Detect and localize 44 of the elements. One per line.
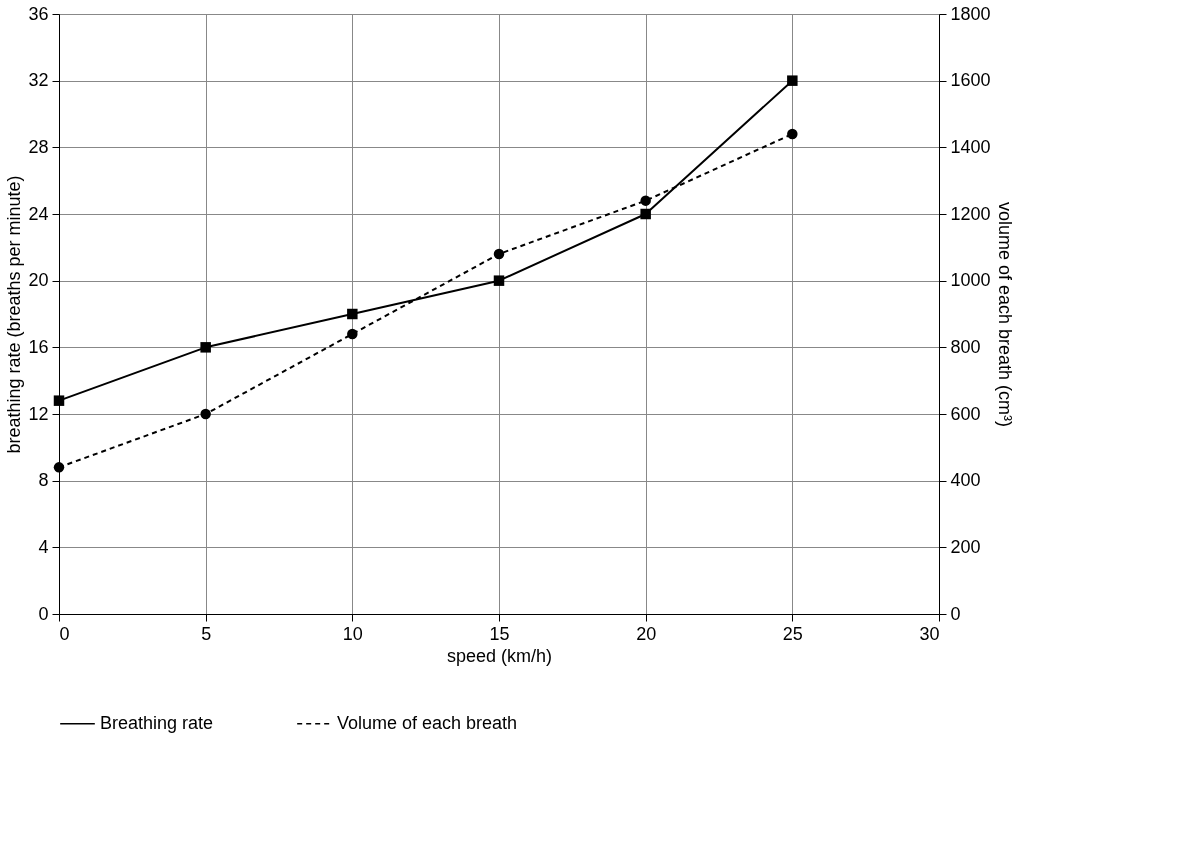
x-tick-label: 0 bbox=[59, 623, 70, 644]
y-tick-label: 32 bbox=[28, 70, 49, 91]
legend-label: Volume of each breath bbox=[337, 712, 518, 733]
point bbox=[53, 395, 65, 406]
x-tick-label: 5 bbox=[201, 623, 212, 644]
y-tick-label: 28 bbox=[28, 136, 49, 157]
x-tick-label: 30 bbox=[919, 623, 940, 644]
x-tick-label: 10 bbox=[342, 623, 363, 644]
legend-label: Breathing rate bbox=[100, 712, 214, 733]
y2-tick-label: 600 bbox=[950, 403, 981, 424]
y-tick-label: 24 bbox=[28, 203, 49, 224]
y-axis-title: breathing rate (breaths per minute) bbox=[4, 175, 25, 454]
y2-tick-label: 400 bbox=[950, 470, 981, 491]
x-tick-label: 20 bbox=[636, 623, 657, 644]
point bbox=[787, 75, 798, 86]
point bbox=[787, 128, 798, 140]
y2-tick-label: 1200 bbox=[950, 203, 991, 224]
y2-tick-label: 0 bbox=[950, 603, 961, 624]
y2-tick-label: 1800 bbox=[950, 3, 991, 24]
point bbox=[53, 462, 65, 473]
x-axis-title: speed (km/h) bbox=[446, 645, 553, 666]
point bbox=[347, 308, 358, 320]
y-tick-label: 12 bbox=[28, 403, 49, 424]
y-tick-label: 16 bbox=[28, 336, 49, 357]
y-tick-label: 8 bbox=[38, 470, 49, 491]
y2-tick-label: 1600 bbox=[950, 70, 991, 91]
y2-tick-label: 1400 bbox=[950, 136, 991, 157]
y-tick-label: 0 bbox=[38, 603, 49, 624]
x-tick-label: 25 bbox=[782, 623, 803, 644]
point bbox=[200, 342, 211, 353]
point bbox=[493, 248, 505, 260]
y2-tick-label: 800 bbox=[950, 336, 981, 357]
point bbox=[493, 275, 505, 286]
y2-tick-label: 200 bbox=[950, 536, 981, 557]
point bbox=[640, 195, 651, 206]
y2-tick-label: 1000 bbox=[950, 270, 991, 291]
point bbox=[200, 408, 211, 420]
y-tick-label: 20 bbox=[28, 270, 49, 291]
y-tick-label: 4 bbox=[38, 536, 49, 557]
y-tick-label: 36 bbox=[28, 3, 49, 24]
y2-axis-title: volume of each breath (cm³) bbox=[994, 201, 1015, 428]
point bbox=[640, 208, 651, 220]
point bbox=[347, 328, 358, 340]
x-tick-label: 15 bbox=[489, 623, 510, 644]
